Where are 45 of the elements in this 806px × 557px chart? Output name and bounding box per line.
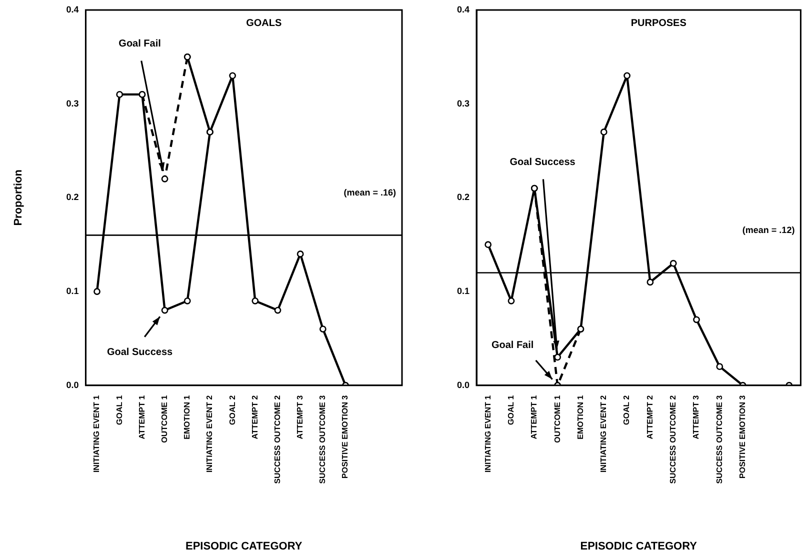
annotation: Goal Fail	[491, 340, 534, 352]
x-tick-label: ATTEMPT 1	[530, 394, 539, 440]
text: PURPOSES	[630, 18, 687, 29]
x-tick-label: OUTCOME 1	[160, 394, 169, 443]
x-tick-label: GOAL 2	[622, 394, 632, 425]
annotation: Goal Success	[106, 347, 174, 358]
x-tick-label: SUCCESS OUTCOME 3	[318, 394, 328, 484]
x-tick-label: ATTEMPT 2	[250, 394, 260, 440]
y-axis-title: Proportion	[12, 169, 25, 226]
y-tick-label: 0.0	[456, 380, 470, 390]
x-tick-label: ATTEMPT 3	[296, 394, 305, 440]
y-tick-label: 0.0	[66, 380, 79, 390]
y-tick-label: 0.4	[66, 4, 79, 14]
y-tick-label: 0.3	[456, 98, 470, 108]
y-tick-label: 0.2	[456, 192, 470, 202]
annotation: Goal Success	[510, 156, 576, 168]
x-tick-label: SUCCESS OUTCOME 3	[714, 394, 724, 484]
y-tick-label: 0.1	[456, 286, 470, 296]
y-tick-label: 0.1	[66, 286, 79, 296]
x-tick-label: SUCCESS OUTCOME 2	[668, 394, 678, 484]
x-tick-label: ATTEMPT 2	[645, 394, 654, 440]
x-tick-label: INITIATING EVENT 1	[92, 394, 102, 473]
x-tick-label: ATTEMPT 1	[137, 394, 146, 440]
x-tick-label: GOAL 2	[228, 394, 237, 425]
x-tick-label: ATTEMPT 3	[692, 394, 701, 440]
x-tick-label: SUCCESS OUTCOME 2	[272, 394, 282, 484]
x-tick-label: POSITIVE EMOTION 3	[340, 394, 350, 478]
y-tick-label: 0.3	[66, 98, 79, 108]
x-tick-label: EMOTION 1	[182, 394, 192, 440]
x-tick-label: INITIATING EVENT 2	[205, 394, 214, 473]
ref-line-label: (mean = .16)	[344, 188, 396, 198]
x-tick-label: EMOTION 1	[576, 394, 585, 440]
y-tick-label: 0.2	[66, 192, 79, 202]
x-tick-label: POSITIVE EMOTION 3	[738, 394, 748, 478]
x-tick-label: INITIATING EVENT 1	[483, 394, 492, 473]
ref-line-label: (mean = .12)	[742, 225, 795, 236]
x-axis-title: EPISODIC CATEGORY	[185, 540, 303, 552]
text: GOALS	[246, 18, 282, 29]
y-tick-label: 0.4	[456, 4, 470, 14]
x-tick-label: OUTCOME 1	[552, 394, 562, 443]
x-axis-title: EPISODIC CATEGORY	[580, 540, 698, 552]
x-tick-label: INITIATING EVENT 2	[599, 394, 608, 473]
annotation: Goal Fail	[118, 38, 162, 50]
x-tick-label: GOAL 1	[506, 394, 516, 425]
x-tick-label: GOAL 1	[114, 394, 124, 425]
